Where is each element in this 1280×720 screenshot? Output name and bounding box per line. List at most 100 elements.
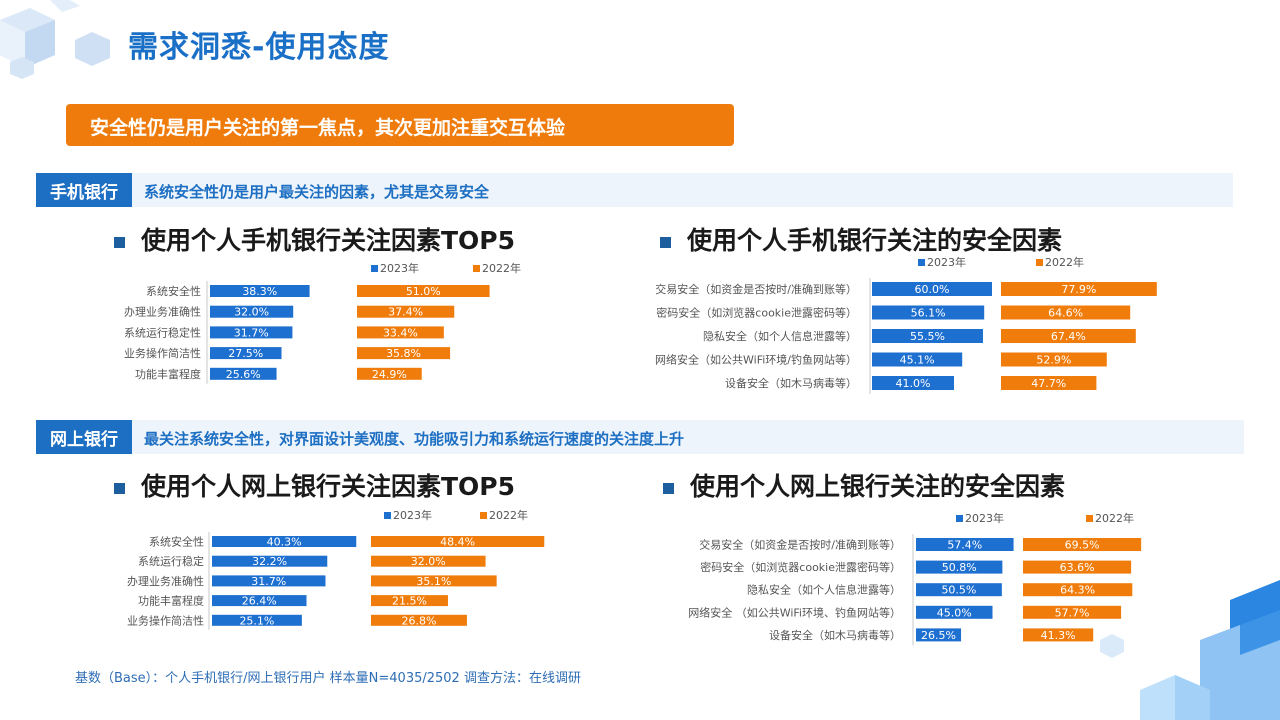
category-label: 密码安全（如浏览器cookie泄露密码等） — [700, 560, 901, 574]
bar-2023 — [212, 614, 302, 626]
data-label-2022: 69.5% — [1065, 539, 1100, 552]
data-label-2022: 35.8% — [386, 347, 421, 360]
data-label-2023: 45.1% — [900, 354, 935, 367]
category-label: 设备安全（如木马病毒等） — [769, 628, 901, 642]
bar-2022 — [357, 367, 422, 380]
bar-2023 — [916, 538, 1014, 551]
bar-2022 — [1023, 583, 1133, 597]
data-label-2023: 31.7% — [251, 575, 286, 588]
bar-2022 — [357, 347, 451, 360]
category-label: 系统运行稳定 — [138, 554, 204, 568]
section-desc: 系统安全性仍是用户最关注的因素，尤其是交易安全 — [144, 183, 490, 201]
category-label: 系统运行稳定性 — [124, 325, 201, 339]
data-label-2023: 26.5% — [921, 629, 956, 642]
data-label-2023: 25.6% — [226, 368, 261, 381]
category-label: 隐私安全（如个人信息泄露等） — [747, 583, 901, 597]
data-label-2023: 31.7% — [234, 326, 269, 339]
legend-label-2023: 2023年 — [927, 255, 966, 269]
legend-label-2023: 2023年 — [393, 508, 432, 522]
bar-2022 — [371, 575, 497, 587]
bar-2023 — [212, 555, 328, 567]
bar-2022 — [1023, 605, 1122, 619]
bar-2023 — [916, 583, 1002, 597]
bar-2022 — [1023, 538, 1142, 551]
legend-label-2022: 2022年 — [1095, 511, 1134, 525]
data-label-2022: 37.4% — [388, 306, 423, 319]
data-label-2023: 32.0% — [234, 306, 269, 319]
bar-2022 — [357, 305, 455, 318]
legend-label-2022: 2022年 — [482, 261, 521, 275]
section-desc: 最关注系统安全性，对界面设计美观度、功能吸引力和系统运行速度的关注度上升 — [144, 430, 685, 448]
bar-2023 — [872, 376, 954, 390]
data-label-2023: 40.3% — [267, 536, 302, 549]
data-label-2023: 50.5% — [941, 584, 976, 597]
data-label-2022: 21.5% — [392, 595, 427, 608]
bar-2023 — [212, 536, 357, 547]
category-label: 办理业务准确性 — [127, 574, 204, 588]
legend-swatch-2022 — [1036, 259, 1043, 266]
bar-2023 — [916, 628, 962, 642]
data-label-2023: 25.1% — [239, 614, 274, 627]
page-title: 需求洞悉-使用态度 — [128, 30, 390, 65]
legend-label-2023: 2023年 — [965, 511, 1004, 525]
bar-2023 — [872, 305, 985, 320]
bar-2022 — [371, 555, 486, 567]
bar-2022 — [1001, 305, 1131, 320]
bar-2022 — [1001, 282, 1157, 296]
bar-2023 — [872, 282, 992, 296]
bar-2023 — [916, 605, 993, 619]
decorative-cubes-bottom-right — [1100, 580, 1280, 720]
data-label-2023: 32.2% — [252, 555, 287, 568]
chart-title-mobile-top5: 使用个人手机银行关注因素TOP5 — [114, 221, 515, 257]
bar-2022 — [1023, 560, 1132, 574]
legend-swatch-2022 — [480, 512, 487, 519]
footnote: 基数（Base）：个人手机银行/网上银行用户 样本量N=4035/2502 调查… — [75, 671, 581, 686]
legend-swatch-2023 — [956, 515, 963, 522]
category-label: 系统安全性 — [146, 284, 201, 298]
legend-label-2023: 2023年 — [380, 261, 419, 275]
bar-2023 — [210, 367, 277, 380]
data-label-2023: 57.4% — [947, 539, 982, 552]
category-label: 功能丰富程度 — [138, 594, 204, 608]
legend-swatch-2023 — [371, 265, 378, 272]
category-label: 密码安全（如浏览器cookie泄露密码等） — [656, 306, 857, 320]
bar-2022 — [1001, 376, 1097, 390]
category-label: 网络安全（如公共WiFi环境/钓鱼网站等） — [655, 353, 857, 367]
bar-2022 — [1023, 628, 1094, 642]
bullet-square — [114, 482, 125, 494]
section-tag: 手机银行 — [36, 173, 132, 207]
bar-2022 — [371, 595, 448, 607]
data-label-2023: 41.0% — [896, 377, 931, 390]
data-label-2022: 32.0% — [411, 555, 446, 568]
bar-2022 — [357, 285, 490, 297]
category-label: 功能丰富程度 — [135, 367, 201, 381]
bar-2023 — [212, 595, 307, 607]
bar-2023 — [872, 352, 963, 367]
data-label-2023: 50.8% — [942, 561, 977, 574]
bar-2023 — [210, 326, 293, 339]
data-label-2022: 57.7% — [1055, 606, 1090, 619]
bar-2023 — [212, 575, 326, 587]
data-label-2022: 63.6% — [1060, 561, 1095, 574]
decorative-cubes-top-left — [0, 0, 110, 79]
section-tag: 网上银行 — [36, 420, 132, 454]
data-label-2023: 60.0% — [915, 283, 950, 296]
section-online-banking: 网上银行 最关注系统安全性，对界面设计美观度、功能吸引力和系统运行速度的关注度上… — [36, 420, 1244, 454]
bar-2022 — [1001, 329, 1136, 343]
bar-2023 — [210, 305, 294, 318]
category-label: 交易安全（如资金是否按时/准确到账等） — [655, 282, 857, 296]
legend-swatch-2023 — [384, 512, 391, 519]
bullet-square — [660, 236, 671, 248]
category-label: 网络安全 （如公共WiFi环境、钓鱼网站等） — [688, 605, 901, 619]
data-label-2022: 35.1% — [416, 575, 451, 588]
bar-2023 — [916, 560, 1003, 574]
legend-label-2022: 2022年 — [1045, 255, 1084, 269]
data-label-2022: 64.3% — [1060, 584, 1095, 597]
data-label-2022: 67.4% — [1051, 330, 1086, 343]
legend-swatch-2023 — [918, 259, 925, 266]
data-label-2022: 33.4% — [383, 326, 418, 339]
data-label-2022: 26.8% — [401, 614, 436, 627]
data-label-2022: 47.7% — [1031, 377, 1066, 390]
legend-swatch-2022 — [473, 265, 480, 272]
